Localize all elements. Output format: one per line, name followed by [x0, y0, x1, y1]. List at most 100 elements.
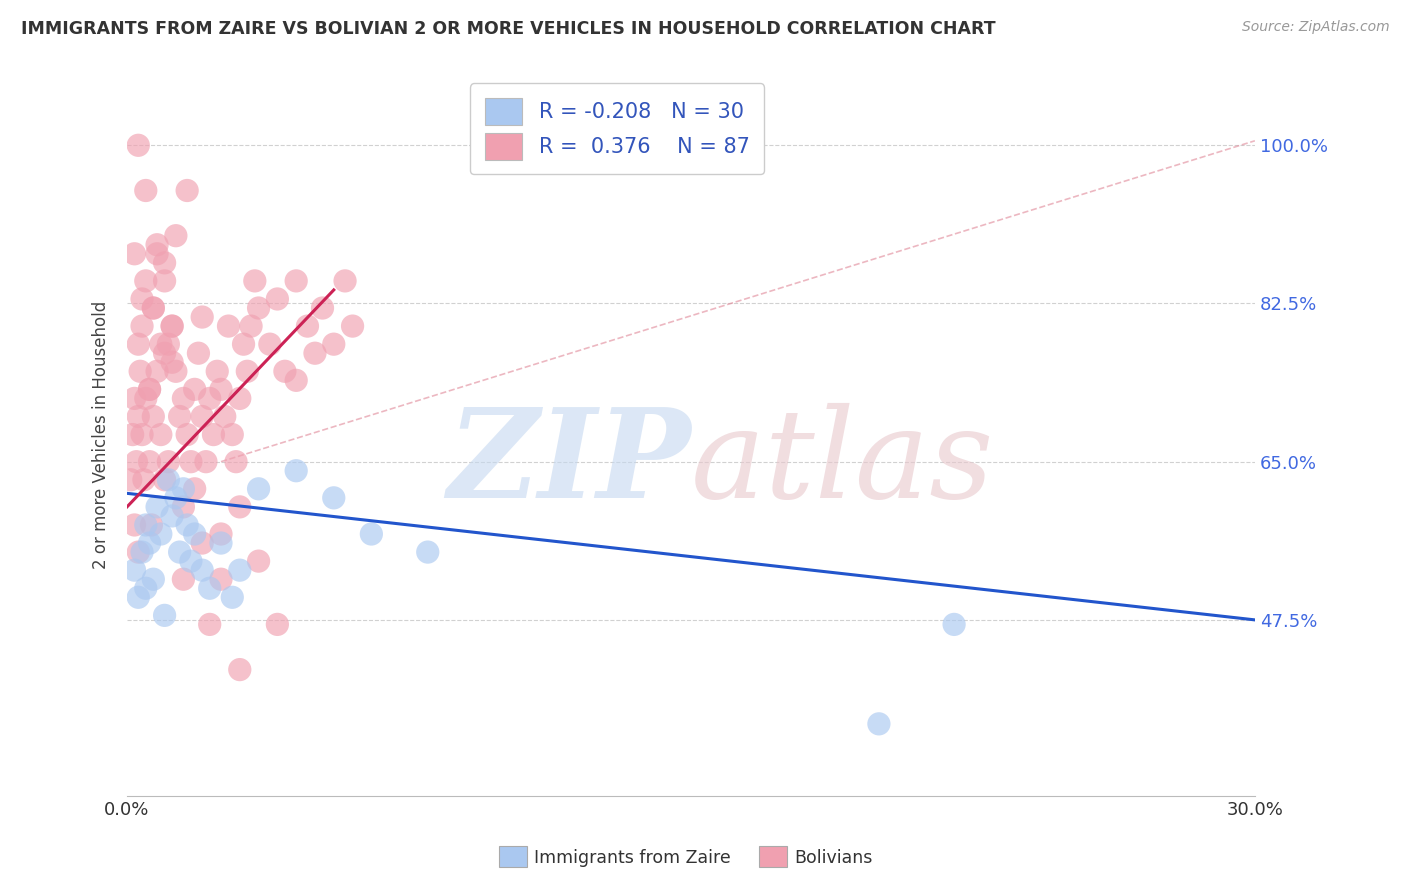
Point — [165, 364, 187, 378]
Point — [131, 427, 153, 442]
Point — [141, 518, 163, 533]
Point — [132, 473, 155, 487]
Point — [169, 545, 191, 559]
Point — [198, 392, 221, 406]
Point — [247, 482, 270, 496]
Point — [124, 518, 146, 533]
Point — [142, 409, 165, 424]
Point — [202, 427, 225, 442]
Point — [157, 455, 180, 469]
Point — [191, 536, 214, 550]
Point — [142, 572, 165, 586]
Point — [153, 473, 176, 487]
Point — [214, 409, 236, 424]
Point — [218, 319, 240, 334]
Point — [153, 346, 176, 360]
Point — [135, 392, 157, 406]
Point — [127, 591, 149, 605]
Point — [232, 337, 254, 351]
Point — [191, 409, 214, 424]
Point — [142, 301, 165, 315]
Point — [943, 617, 966, 632]
Point — [127, 138, 149, 153]
Point — [236, 364, 259, 378]
Point — [285, 373, 308, 387]
Point — [135, 581, 157, 595]
Point — [176, 427, 198, 442]
Point — [225, 455, 247, 469]
Point — [146, 247, 169, 261]
Point — [160, 508, 183, 523]
Point — [274, 364, 297, 378]
Point — [138, 383, 160, 397]
Point — [146, 364, 169, 378]
Point — [229, 500, 252, 514]
Point — [209, 383, 232, 397]
Point — [285, 464, 308, 478]
Point — [121, 427, 143, 442]
Point — [180, 554, 202, 568]
Point — [153, 608, 176, 623]
Point — [131, 319, 153, 334]
Point — [172, 392, 194, 406]
Point — [124, 392, 146, 406]
Point — [157, 473, 180, 487]
Point — [209, 572, 232, 586]
Text: Immigrants from Zaire: Immigrants from Zaire — [534, 849, 731, 867]
Point — [146, 500, 169, 514]
Point — [311, 301, 333, 315]
Point — [360, 527, 382, 541]
Point — [183, 482, 205, 496]
Point — [135, 274, 157, 288]
Point — [172, 500, 194, 514]
Text: atlas: atlas — [690, 402, 994, 524]
Point — [157, 337, 180, 351]
Point — [209, 527, 232, 541]
Point — [416, 545, 439, 559]
Point — [138, 455, 160, 469]
Point — [172, 482, 194, 496]
Point — [259, 337, 281, 351]
Point — [160, 355, 183, 369]
Text: Source: ZipAtlas.com: Source: ZipAtlas.com — [1241, 20, 1389, 34]
Point — [266, 617, 288, 632]
Point — [127, 337, 149, 351]
Point — [240, 319, 263, 334]
Point — [160, 319, 183, 334]
Point — [160, 319, 183, 334]
Point — [120, 473, 142, 487]
Legend: R = -0.208   N = 30, R =  0.376    N = 87: R = -0.208 N = 30, R = 0.376 N = 87 — [470, 83, 765, 175]
Point — [243, 274, 266, 288]
Point — [146, 237, 169, 252]
Point — [322, 491, 344, 505]
Point — [153, 274, 176, 288]
Point — [169, 409, 191, 424]
Point — [229, 663, 252, 677]
Point — [127, 409, 149, 424]
Point — [183, 527, 205, 541]
Point — [229, 392, 252, 406]
Point — [333, 274, 356, 288]
Point — [229, 563, 252, 577]
Point — [221, 591, 243, 605]
Point — [183, 383, 205, 397]
Point — [131, 292, 153, 306]
Point — [125, 455, 148, 469]
Point — [135, 518, 157, 533]
Point — [266, 292, 288, 306]
Point — [342, 319, 364, 334]
Point — [127, 545, 149, 559]
Point — [247, 301, 270, 315]
Point — [124, 563, 146, 577]
Point — [180, 455, 202, 469]
Point — [194, 455, 217, 469]
Point — [285, 274, 308, 288]
Point — [868, 716, 890, 731]
Point — [297, 319, 319, 334]
Point — [149, 427, 172, 442]
Point — [142, 301, 165, 315]
Point — [131, 545, 153, 559]
Point — [198, 581, 221, 595]
Point — [138, 383, 160, 397]
Text: ZIP: ZIP — [447, 403, 690, 524]
